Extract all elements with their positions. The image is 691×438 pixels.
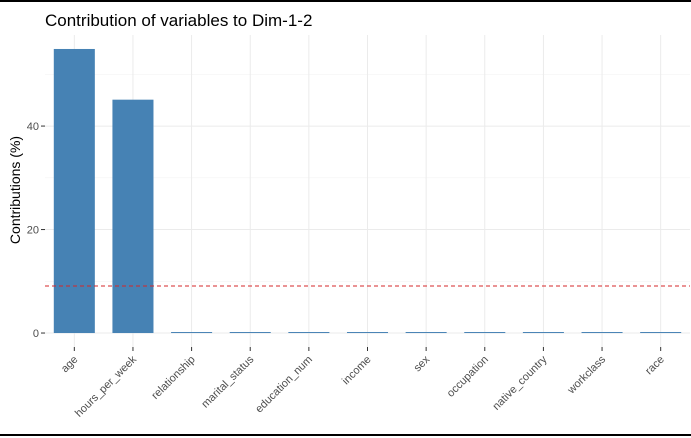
- y-tick-label: 20: [27, 225, 39, 237]
- bar-education-num: [288, 332, 330, 334]
- bar-race: [640, 332, 682, 334]
- bar-marital-status: [229, 332, 271, 334]
- x-tick-label: marital_status: [199, 353, 256, 410]
- x-tick-label: workclass: [565, 353, 609, 397]
- x-tick-label: sex: [412, 353, 433, 374]
- x-tick-label: age: [59, 354, 80, 375]
- x-tick-label: race: [643, 354, 667, 378]
- bar-income: [346, 332, 389, 334]
- bar-age: [53, 48, 95, 334]
- x-tick-label: hours_per_week: [73, 353, 139, 419]
- x-tick-label: occupation: [445, 354, 491, 400]
- y-tick-label: 40: [27, 121, 39, 133]
- x-tick-label: native_country: [490, 353, 549, 412]
- y-tick-label: 0: [33, 328, 39, 340]
- bar-sex: [405, 332, 447, 334]
- y-axis-title: Contributions (%): [7, 136, 23, 244]
- x-tick-label: education_num: [253, 354, 315, 416]
- x-tick-label: relationship: [149, 354, 197, 402]
- chart-title: Contribution of variables to Dim-1-2: [45, 11, 312, 30]
- bar-occupation: [464, 332, 506, 334]
- x-tick-label: income: [340, 354, 374, 388]
- y-axis-ticks: 0 20 40: [27, 121, 45, 340]
- bar-native-country: [522, 332, 564, 334]
- bar-hours-per-week: [112, 99, 154, 334]
- bar-workclass: [581, 332, 623, 334]
- bar-relationship: [171, 332, 213, 334]
